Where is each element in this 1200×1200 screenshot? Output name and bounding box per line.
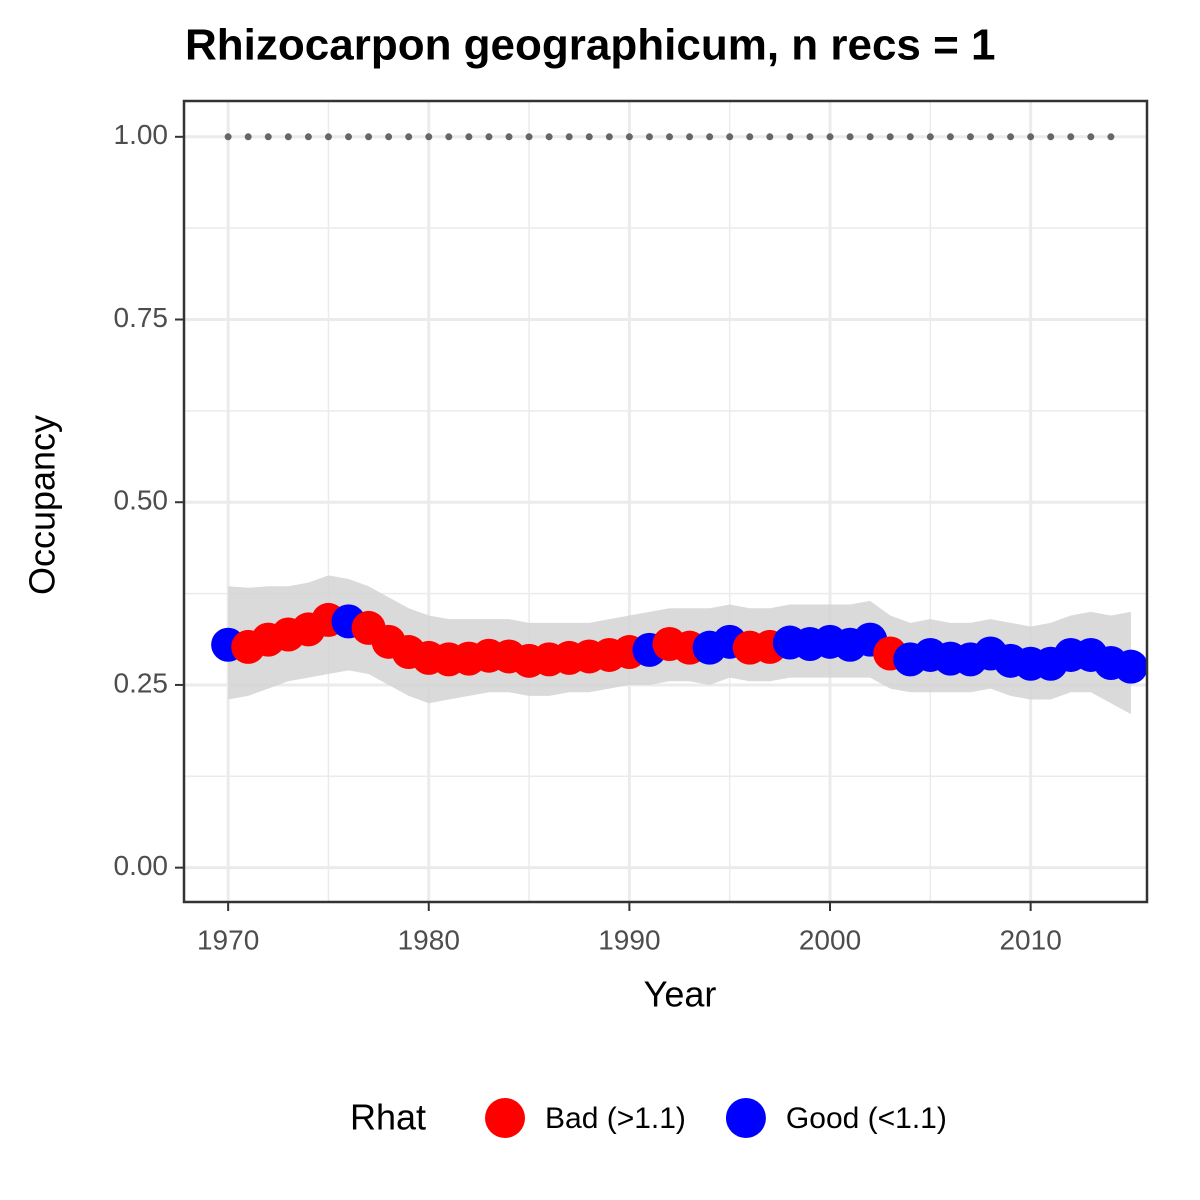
legend-swatch	[725, 1098, 766, 1138]
data-point	[1113, 649, 1148, 684]
x-tick-label: 2000	[799, 924, 861, 955]
legend-swatch	[485, 1098, 525, 1138]
panel-border	[182, 99, 1149, 904]
legend-label: Bad (>1.1)	[545, 1102, 686, 1135]
y-tick-label: 0.00	[114, 850, 169, 881]
legend-label: Good (<1.1)	[786, 1102, 947, 1135]
x-tick-label: 1980	[398, 924, 460, 955]
y-tick-label: 0.75	[114, 302, 169, 333]
y-tick-label: 0.50	[114, 485, 169, 516]
x-axis-label: Year	[644, 974, 717, 1015]
y-tick-label: 0.25	[114, 667, 169, 698]
y-tick-label: 1.00	[114, 119, 169, 150]
x-tick-label: 1990	[598, 924, 660, 955]
y-axis-label: Occupancy	[22, 415, 63, 595]
x-tick-label: 2010	[999, 924, 1061, 955]
legend-title: Rhat	[350, 1097, 426, 1138]
x-tick-label: 1970	[197, 924, 259, 955]
chart-title: Rhizocarpon geographicum, n recs = 1	[185, 21, 996, 70]
